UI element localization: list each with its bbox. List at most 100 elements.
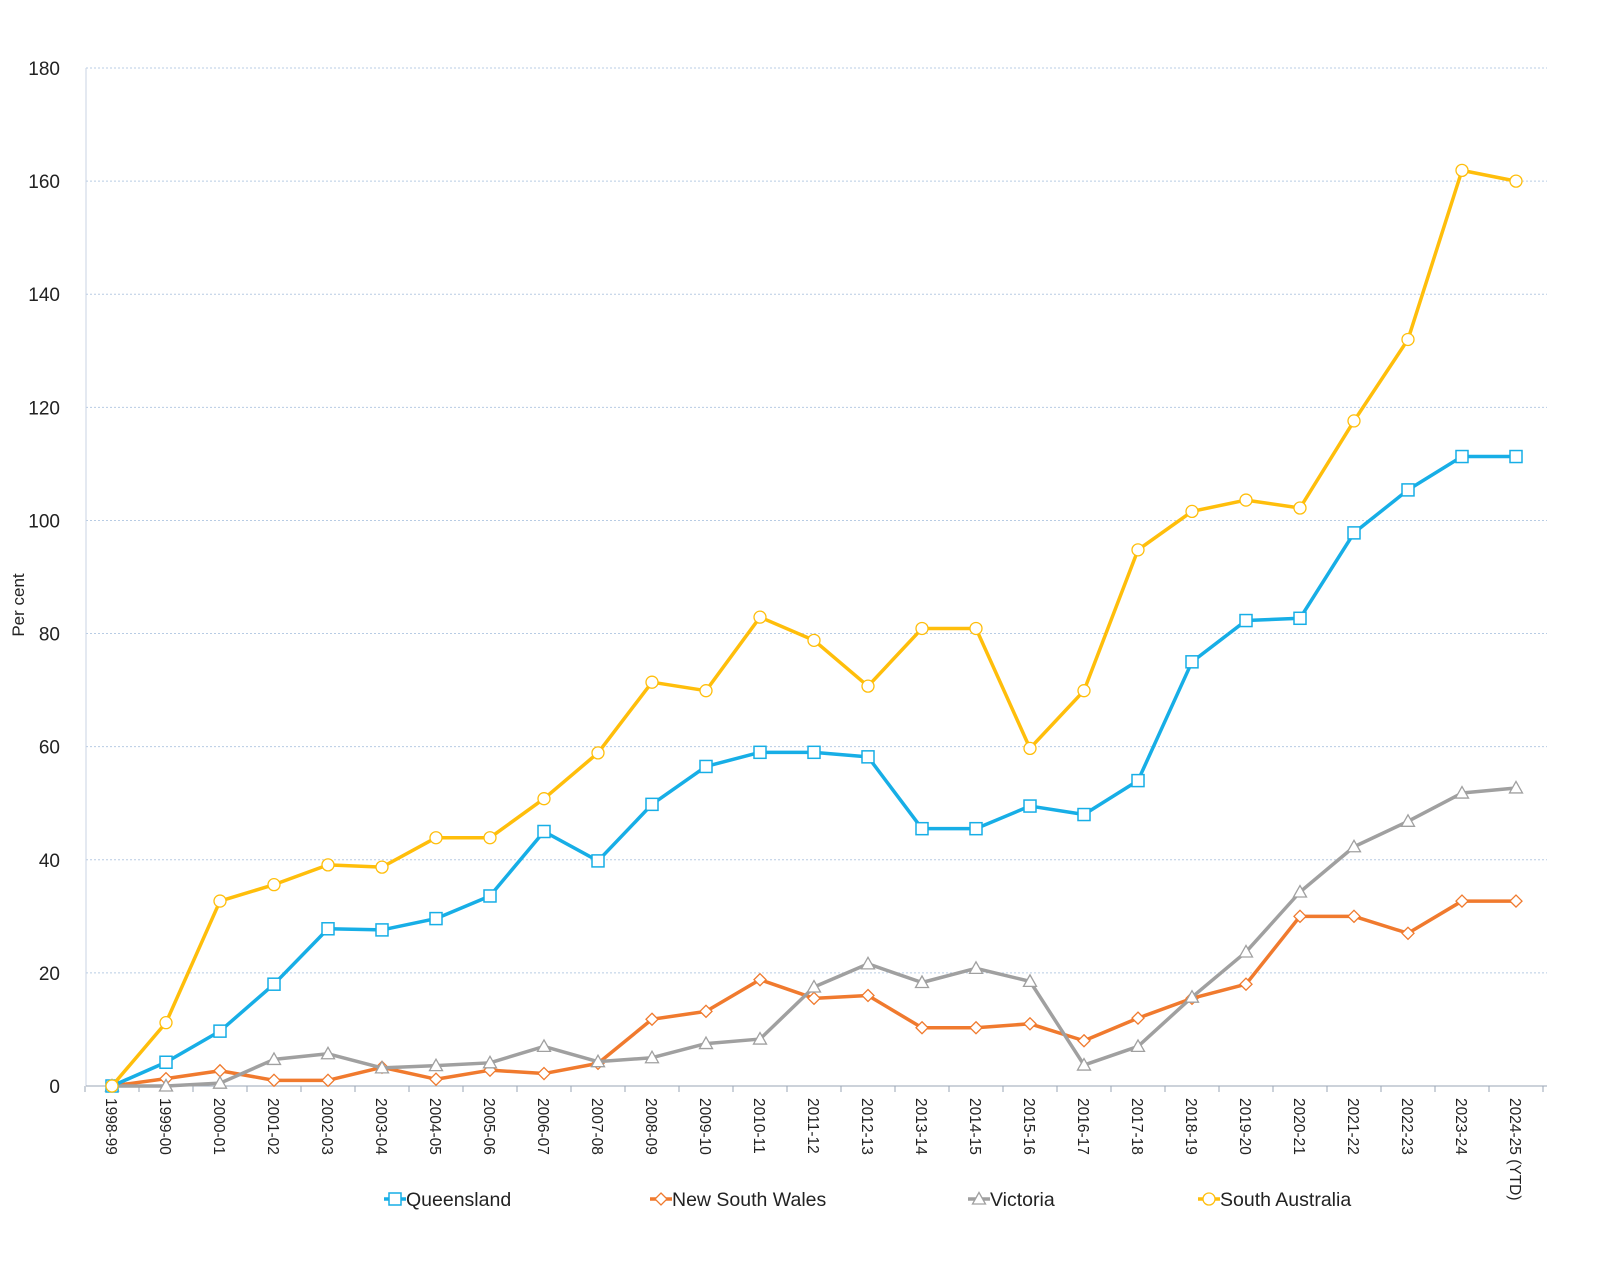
legend-marker-new-south-wales	[654, 1192, 668, 1206]
data-point-victoria	[1076, 1057, 1092, 1071]
data-point-victoria	[644, 1049, 660, 1064]
data-point-victoria	[1130, 1038, 1146, 1053]
data-point-queensland	[915, 821, 929, 836]
data-point-victoria	[698, 1035, 714, 1050]
data-point-south-australia	[159, 1016, 173, 1030]
data-point-queensland	[1023, 799, 1037, 813]
data-point-south-australia	[105, 1079, 119, 1093]
data-point-queensland	[375, 923, 389, 937]
data-point-south-australia	[807, 633, 821, 647]
data-point-south-australia	[429, 831, 443, 845]
data-point-south-australia	[915, 621, 929, 636]
data-point-victoria	[158, 1078, 174, 1092]
data-point-queensland	[1455, 449, 1469, 464]
x-tick-label: 2021-22	[1344, 1098, 1361, 1155]
x-tick-label: 2000-01	[210, 1098, 227, 1155]
data-point-south-australia	[1131, 543, 1145, 557]
data-point-victoria	[1454, 785, 1470, 799]
y-tick-label: 120	[28, 398, 60, 419]
data-point-new-south-wales	[1347, 909, 1361, 924]
y-tick-label: 140	[28, 285, 60, 306]
y-tick-label: 100	[28, 511, 60, 532]
data-point-south-australia	[591, 746, 605, 760]
grid-lines	[86, 67, 1547, 974]
x-tick-label: 2022-23	[1398, 1098, 1415, 1155]
x-axis-ticks: 1998-99 1999-00 2000-01 2001-02 2002-03 2003-…	[102, 1098, 1523, 1201]
data-point-queensland	[429, 911, 443, 926]
data-point-new-south-wales	[429, 1072, 443, 1087]
legend-item-new-south-wales: New South Wales	[650, 1189, 827, 1211]
data-point-queensland	[861, 750, 875, 764]
data-point-victoria	[536, 1038, 552, 1053]
data-point-victoria	[1508, 780, 1524, 794]
y-tick-label: 60	[39, 738, 60, 759]
data-point-victoria	[1292, 884, 1308, 898]
data-point-south-australia	[483, 831, 497, 845]
data-point-new-south-wales	[915, 1020, 929, 1035]
data-point-victoria	[1022, 973, 1038, 988]
data-point-south-australia	[321, 858, 335, 872]
data-point-queensland	[213, 1024, 227, 1038]
series-victoria	[104, 780, 1524, 1092]
x-tick-label: 1998-99	[102, 1098, 119, 1155]
data-point-south-australia	[969, 621, 983, 636]
x-tick-label: 1999-00	[156, 1098, 173, 1155]
data-point-south-australia	[1239, 493, 1253, 507]
data-point-queensland	[1509, 449, 1523, 464]
x-tick-label: 2016-17	[1074, 1098, 1091, 1155]
data-point-new-south-wales	[699, 1004, 713, 1019]
data-point-queensland	[807, 745, 821, 760]
axes	[84, 68, 1547, 1092]
x-tick-label: 2015-16	[1020, 1098, 1037, 1155]
data-point-new-south-wales	[1455, 894, 1469, 908]
x-tick-label: 2003-04	[372, 1098, 389, 1155]
x-tick-label: 2017-18	[1128, 1098, 1145, 1155]
data-point-south-australia	[375, 860, 389, 874]
data-point-new-south-wales	[267, 1073, 281, 1088]
x-tick-label: 2020-21	[1290, 1098, 1307, 1155]
data-point-queensland	[753, 745, 767, 760]
legend-label-new-south-wales: New South Wales	[672, 1189, 827, 1211]
data-point-south-australia	[753, 610, 767, 624]
x-tick-label: 2013-14	[912, 1098, 929, 1155]
data-point-south-australia	[267, 878, 281, 892]
y-tick-label: 180	[28, 59, 60, 80]
series-line-south-australia	[110, 168, 1518, 1088]
series-line-victoria	[110, 786, 1518, 1088]
x-tick-label: 2023-24	[1452, 1098, 1469, 1155]
data-point-victoria	[968, 960, 984, 975]
data-point-victoria	[806, 979, 822, 993]
legend-label-south-australia: South Australia	[1220, 1189, 1351, 1211]
series-south-australia	[105, 163, 1523, 1093]
data-point-victoria	[1400, 813, 1416, 827]
data-point-new-south-wales	[1077, 1033, 1091, 1048]
data-point-new-south-wales	[645, 1012, 659, 1027]
data-point-south-australia	[1509, 174, 1523, 188]
data-point-queensland	[1401, 483, 1415, 497]
x-tick-label: 2024-25 (YTD)	[1506, 1098, 1523, 1201]
data-point-victoria	[212, 1075, 228, 1089]
data-point-victoria	[752, 1031, 768, 1045]
data-point-victoria	[266, 1051, 282, 1066]
legend-marker-south-australia	[1202, 1192, 1216, 1206]
data-point-new-south-wales	[1293, 909, 1307, 924]
data-point-victoria	[860, 956, 876, 970]
data-point-south-australia	[1347, 414, 1361, 428]
y-axis-ticks: 0 20 40 60 80 100 120 140 160 180	[28, 59, 60, 1098]
data-point-south-australia	[1077, 684, 1091, 698]
data-point-queensland	[645, 797, 659, 812]
y-tick-label: 20	[39, 964, 60, 985]
data-point-victoria	[1238, 944, 1254, 958]
y-axis-title: Per cent	[9, 573, 28, 637]
data-point-new-south-wales	[213, 1063, 227, 1078]
data-point-new-south-wales	[1131, 1011, 1145, 1026]
legend-label-queensland: Queensland	[406, 1189, 511, 1211]
data-point-south-australia	[537, 792, 551, 806]
data-point-south-australia	[1023, 741, 1037, 756]
x-tick-label: 2011-12	[804, 1098, 821, 1154]
x-tick-label: 2018-19	[1182, 1098, 1199, 1155]
data-point-south-australia	[861, 679, 875, 693]
legend-marker-queensland	[388, 1192, 402, 1206]
